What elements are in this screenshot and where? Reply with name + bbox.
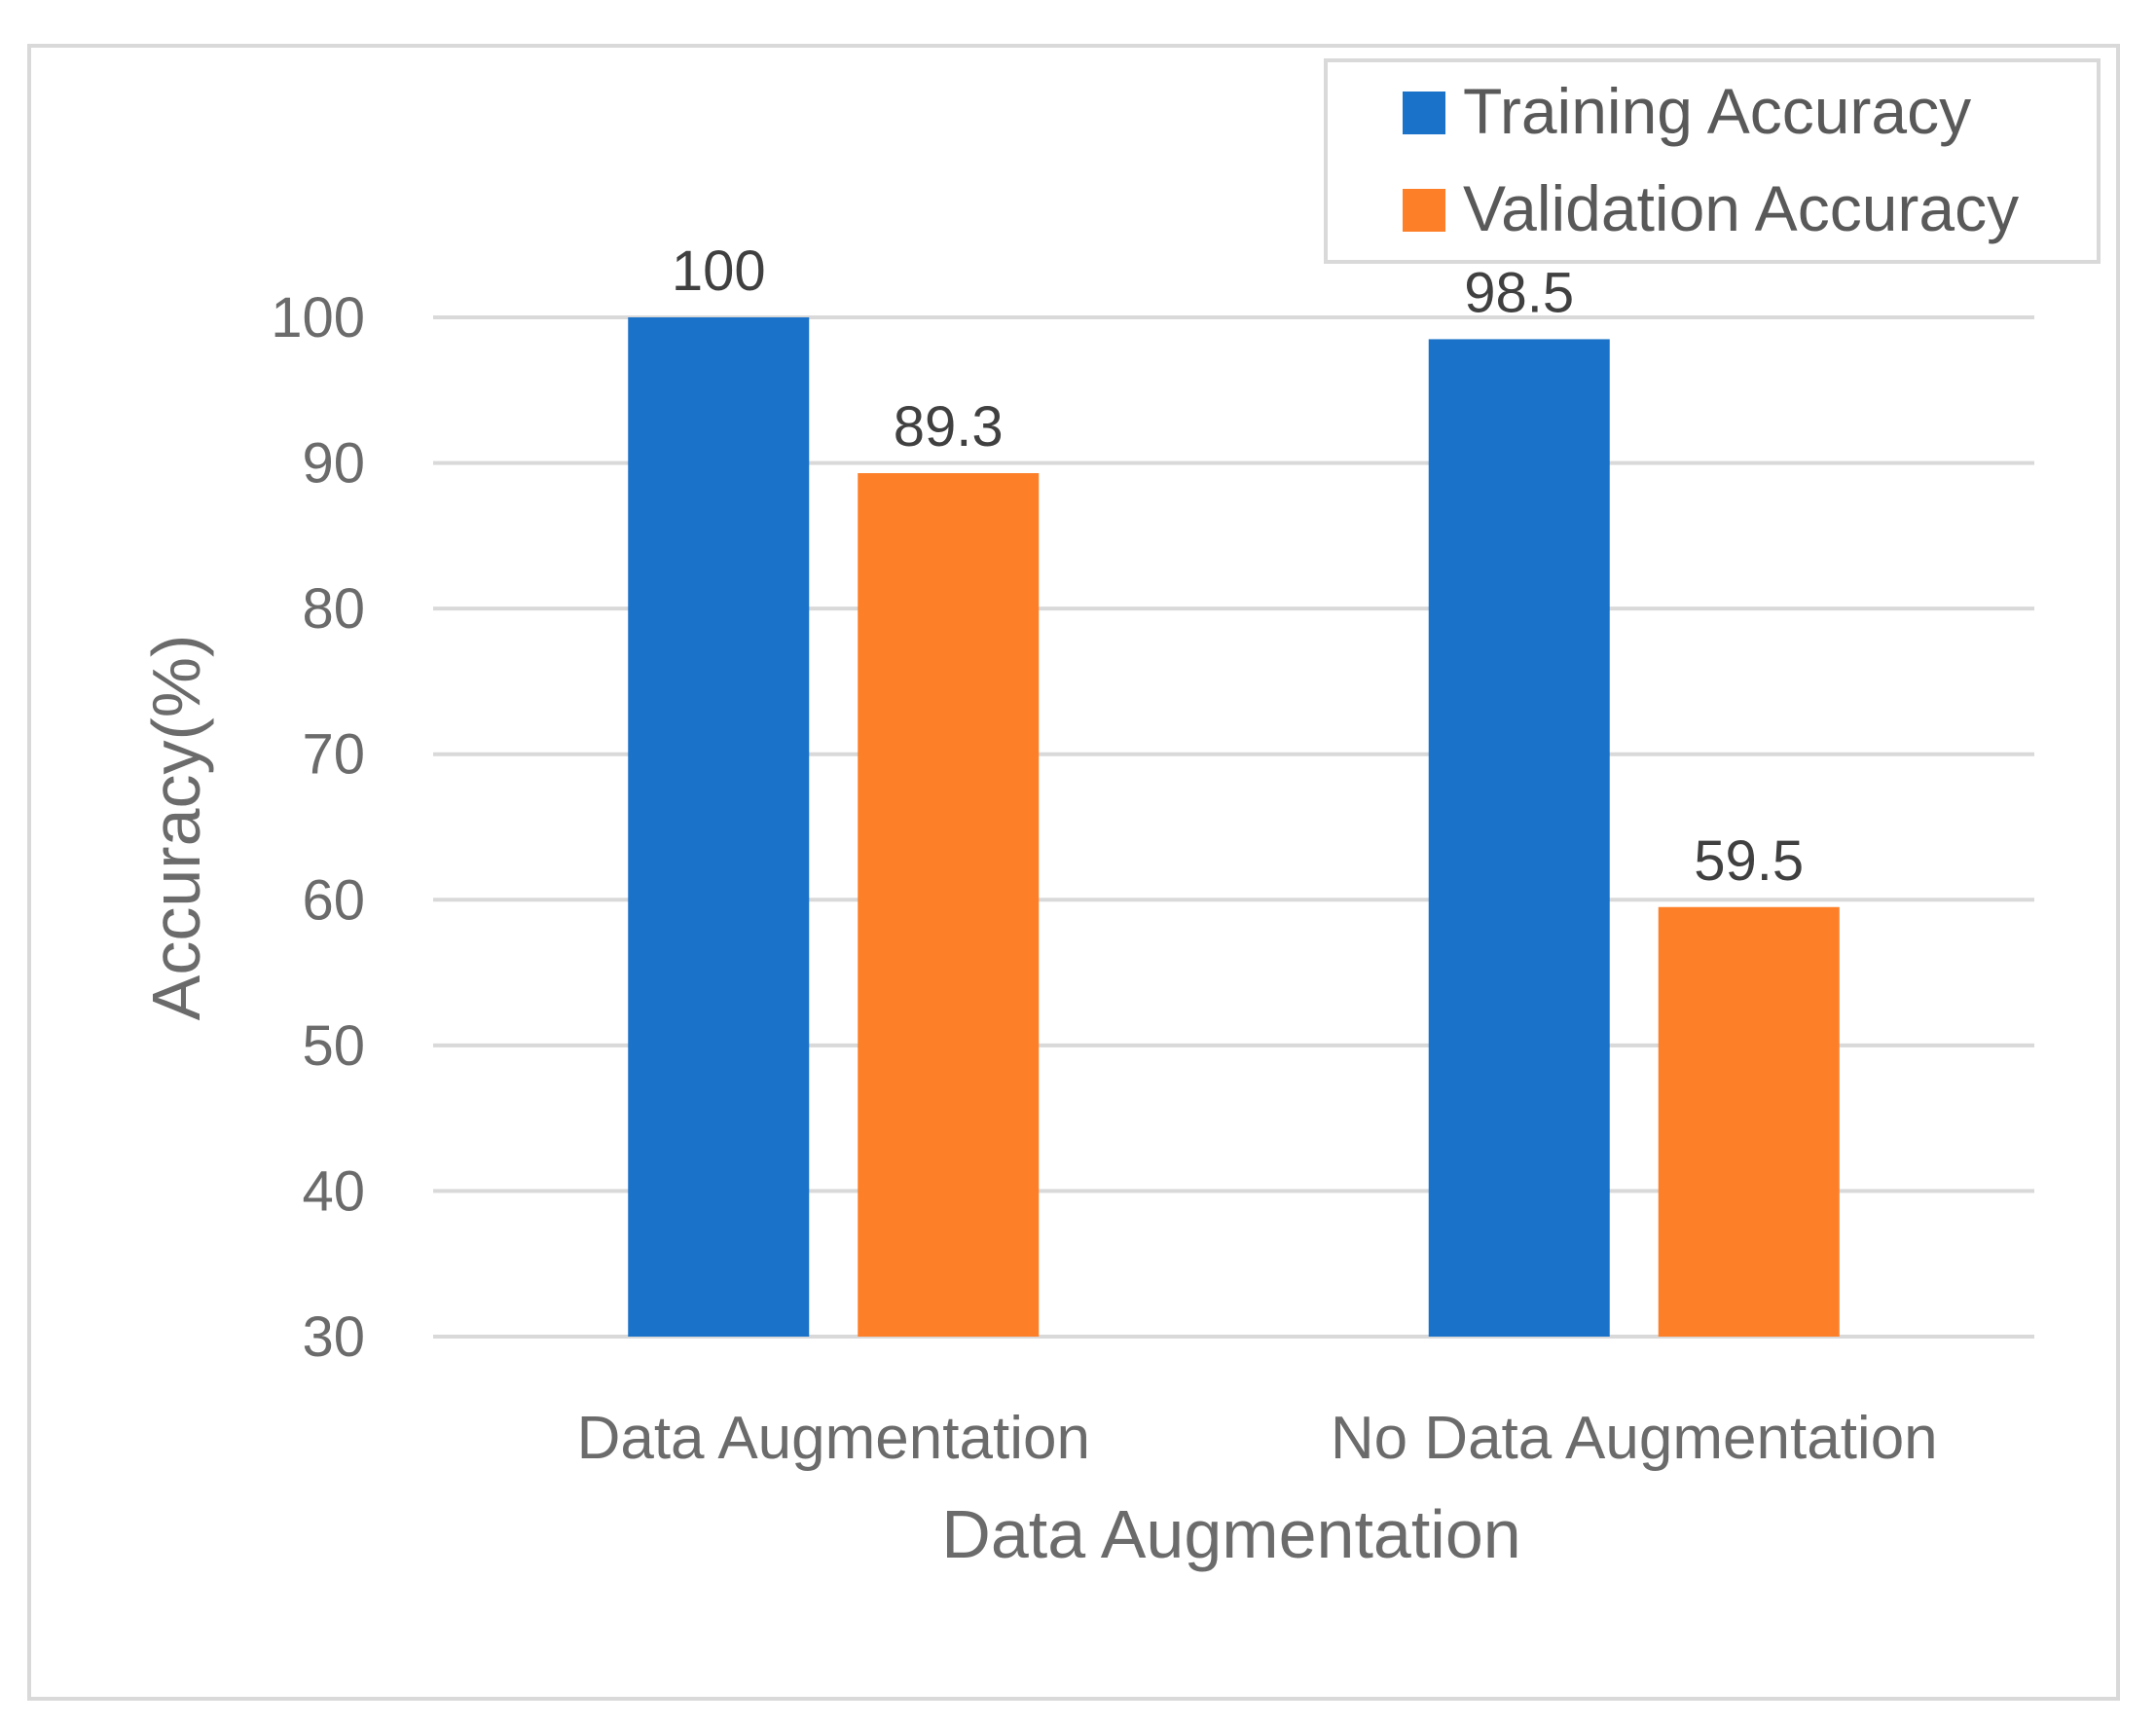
x-axis-title: Data Augmentation [941, 1496, 1520, 1572]
bar-training [628, 317, 810, 1337]
data-label: 89.3 [894, 395, 1004, 459]
data-label: 100 [672, 239, 766, 303]
legend-swatch-training [1403, 92, 1445, 134]
legend-box [1324, 58, 2101, 264]
y-tick-label: 30 [302, 1305, 365, 1369]
data-label: 98.5 [1464, 261, 1574, 324]
legend-swatch-validation [1403, 189, 1445, 232]
legend-label-validation: Validation Accuracy [1463, 172, 2019, 244]
legend: Training Accuracy Validation Accuracy [1324, 58, 2101, 264]
legend-label-training: Training Accuracy [1463, 75, 1971, 147]
y-tick-label: 90 [302, 432, 365, 496]
x-category-label: No Data Augmentation [1331, 1405, 1938, 1472]
x-category-label: Data Augmentation [577, 1405, 1090, 1472]
y-tick-label: 70 [302, 723, 365, 787]
y-tick-label: 80 [302, 577, 365, 641]
bar-validation [858, 473, 1040, 1337]
chart-frame [27, 44, 2120, 1701]
bar-training [1428, 339, 1610, 1338]
y-tick-label: 40 [302, 1159, 365, 1223]
bars [628, 317, 1840, 1338]
y-tick-label: 100 [271, 286, 365, 349]
data-labels: 100 89.3 98.5 59.5 [672, 239, 1804, 893]
x-axis-categories: Data Augmentation No Data Augmentation [577, 1405, 1938, 1472]
y-axis-title: Accuracy(%) [138, 635, 214, 1021]
y-axis-ticks: 30 40 50 60 70 80 90 100 [271, 286, 365, 1369]
bar-validation [1658, 906, 1840, 1337]
y-tick-label: 60 [302, 868, 365, 932]
data-label: 59.5 [1694, 829, 1804, 893]
y-tick-label: 50 [302, 1014, 365, 1078]
